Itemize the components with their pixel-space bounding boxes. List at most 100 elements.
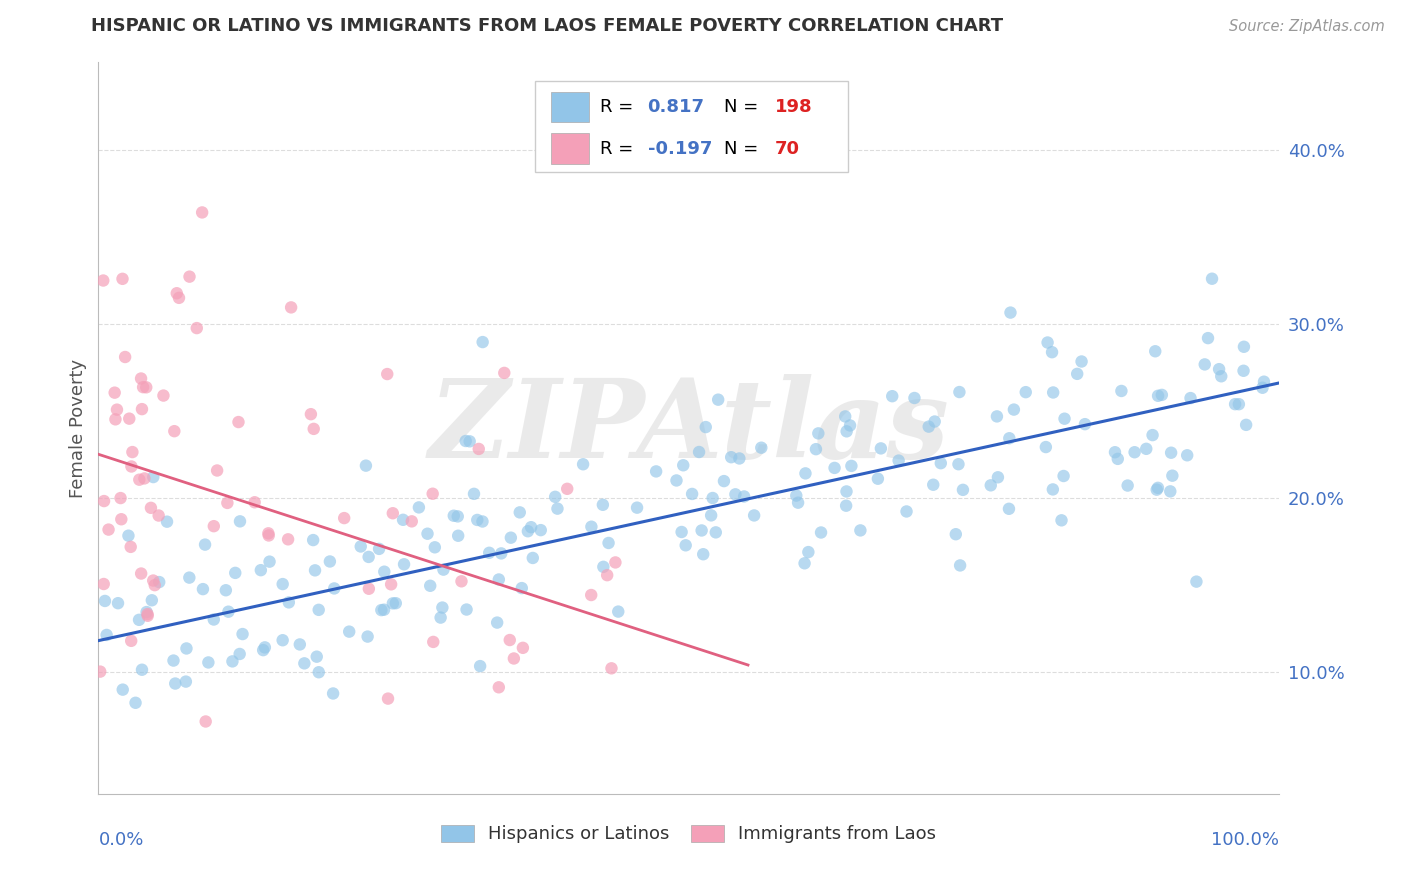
Point <box>1053 411 1076 425</box>
Text: 70: 70 <box>775 140 800 158</box>
Point <box>456 602 478 616</box>
Point <box>903 391 925 405</box>
Point <box>835 425 858 439</box>
Point <box>592 498 614 512</box>
Point <box>104 385 127 400</box>
Point <box>458 434 481 449</box>
Point <box>785 489 807 503</box>
Point <box>572 457 595 471</box>
Point <box>323 582 346 596</box>
Point <box>998 431 1021 445</box>
Point <box>1070 354 1092 368</box>
Point <box>787 496 810 510</box>
Point <box>217 605 239 619</box>
Point <box>1159 484 1181 499</box>
Point <box>465 513 488 527</box>
Point <box>305 649 328 664</box>
Point <box>471 334 494 349</box>
Point <box>357 549 380 564</box>
Point <box>793 556 815 570</box>
Point <box>322 686 344 700</box>
Point <box>111 272 134 286</box>
Point <box>447 529 470 543</box>
Point <box>117 529 139 543</box>
Point <box>810 525 832 540</box>
Point <box>605 556 627 570</box>
Point <box>423 541 446 555</box>
Point <box>302 533 325 547</box>
Point <box>1000 305 1022 319</box>
Point <box>422 635 444 649</box>
Point <box>91 273 114 287</box>
Point <box>142 470 165 484</box>
Point <box>96 628 118 642</box>
Point <box>93 577 115 591</box>
Point <box>1185 574 1208 589</box>
Point <box>277 533 299 547</box>
Point <box>1253 375 1275 389</box>
Point <box>841 458 863 473</box>
Point <box>596 568 619 582</box>
Point <box>89 665 111 679</box>
Point <box>499 531 522 545</box>
Point <box>986 409 1008 424</box>
Point <box>205 463 228 477</box>
Point <box>176 641 198 656</box>
Text: R =: R = <box>600 140 634 158</box>
Point <box>592 559 614 574</box>
Point <box>356 630 378 644</box>
Point <box>702 491 724 505</box>
Point <box>645 464 668 478</box>
Point <box>516 524 538 539</box>
Point <box>804 442 827 457</box>
Point <box>114 350 136 364</box>
Point <box>1066 367 1088 381</box>
Point <box>1234 417 1257 432</box>
Point <box>167 291 190 305</box>
Point <box>724 487 747 501</box>
Point <box>131 402 153 417</box>
Point <box>308 603 330 617</box>
Point <box>1161 468 1184 483</box>
Point <box>111 682 134 697</box>
Point <box>1035 440 1057 454</box>
Point <box>124 696 146 710</box>
Point <box>156 515 179 529</box>
Point <box>471 515 494 529</box>
Point <box>308 665 330 680</box>
Point <box>253 640 276 655</box>
Point <box>1116 478 1139 492</box>
FancyBboxPatch shape <box>551 134 589 164</box>
Point <box>1111 384 1133 398</box>
Point <box>280 301 302 315</box>
Point <box>229 514 252 528</box>
Point <box>120 633 142 648</box>
Point <box>224 566 246 580</box>
Point <box>1015 385 1038 400</box>
Point <box>494 366 516 380</box>
Point <box>186 321 208 335</box>
Point <box>221 654 243 668</box>
Point <box>690 524 713 538</box>
Point <box>579 588 602 602</box>
Point <box>600 661 623 675</box>
Point <box>1251 381 1274 395</box>
Point <box>375 367 398 381</box>
Point <box>250 563 273 577</box>
Point <box>271 577 294 591</box>
Point <box>1144 344 1167 359</box>
Point <box>257 526 280 541</box>
Point <box>1107 451 1129 466</box>
Point <box>129 566 152 581</box>
Point <box>681 487 703 501</box>
Point <box>1146 483 1168 497</box>
Point <box>94 594 117 608</box>
Point <box>1123 445 1146 459</box>
Point <box>1135 442 1157 456</box>
Point <box>141 593 163 607</box>
Point <box>202 613 225 627</box>
Point <box>202 519 225 533</box>
Point <box>143 578 166 592</box>
Point <box>1201 271 1223 285</box>
Point <box>443 508 465 523</box>
